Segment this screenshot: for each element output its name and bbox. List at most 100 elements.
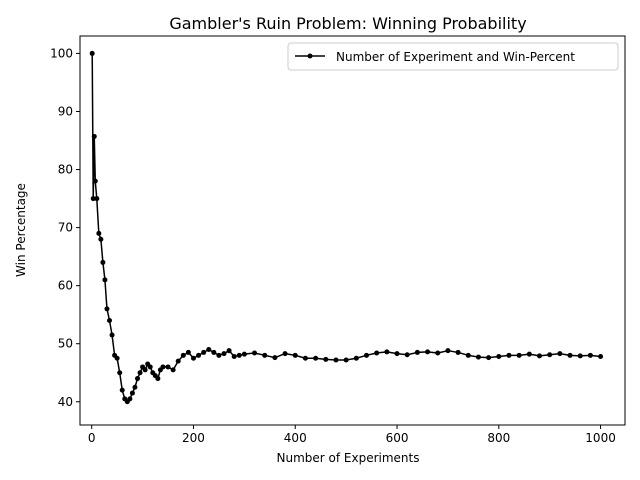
data-point [465,352,471,358]
data-point [107,317,113,323]
data-point [384,349,390,355]
data-point [180,352,186,358]
legend-label: Number of Experiment and Win-Percent [336,50,575,64]
data-point [91,133,97,139]
data-point [455,349,461,355]
data-point [132,384,138,390]
plot-area [89,50,604,405]
data-point [252,350,258,356]
data-point [114,355,120,361]
axes-frame [79,35,626,426]
data-point [98,236,104,242]
data-point [496,353,502,359]
data-point [353,355,359,361]
data-point [175,358,181,364]
y-axis-label: Win Percentage [14,183,28,277]
data-point [313,355,319,361]
data-point [185,349,191,355]
data-point [445,348,451,354]
data-point [435,350,441,356]
legend-box [287,42,619,71]
data-point [272,355,278,361]
data-point [282,351,288,357]
y-axis-ticks: 40 50 60 70 80 90 100 [50,46,80,409]
data-point [587,352,593,358]
data-point [567,352,573,358]
legend: Number of Experiment and Win-Percent [287,42,619,71]
data-point [90,196,96,202]
x-tick-label: 400 [284,431,307,445]
data-point [155,376,161,382]
data-point [475,354,481,360]
y-tick-label: 40 [58,395,73,409]
data-point [190,355,196,361]
data-point [557,351,563,357]
data-point [343,357,349,363]
x-axis-label: Number of Experiments [277,451,420,465]
data-point [206,347,212,353]
y-tick-label: 60 [58,279,73,293]
data-point [302,355,308,361]
data-point [414,349,420,355]
data-point [211,349,217,355]
data-point [147,364,153,370]
data-point [374,350,380,356]
data-point [323,356,329,362]
data-point [92,178,98,184]
data-point [137,370,143,376]
data-point [196,352,202,358]
y-tick-label: 50 [58,337,73,351]
y-tick-label: 100 [50,46,73,60]
data-point [221,351,227,357]
x-axis-ticks: 0 200 400 600 800 1000 [88,425,616,445]
y-tick-label: 70 [58,221,73,235]
data-point [333,357,339,363]
data-point [109,332,115,338]
data-point [96,230,102,236]
data-point [100,259,106,265]
data-point [216,352,222,358]
data-point [127,396,133,402]
chart-title: Gambler's Ruin Problem: Winning Probabil… [169,14,526,33]
data-point [241,351,247,357]
data-point [425,349,431,355]
x-tick-label: 0 [88,431,96,445]
legend-marker-sample [307,53,313,59]
data-point [117,370,123,376]
data-point [89,50,95,56]
data-point [236,352,242,358]
data-point [598,353,604,359]
data-point [537,353,543,359]
data-point [102,277,108,283]
data-point [160,364,166,370]
data-point [226,348,232,354]
data-point [486,355,492,361]
data-point [201,349,207,355]
data-point [292,352,298,358]
y-tick-label: 90 [58,104,73,118]
data-point [231,353,237,359]
data-point [394,351,400,357]
data-point [170,367,176,373]
data-point [363,352,369,358]
data-point [104,306,110,312]
y-tick-label: 80 [58,163,73,177]
data-point [129,390,135,396]
x-tick-label: 200 [182,431,205,445]
data-point [506,352,512,358]
data-point [165,364,171,370]
x-tick-label: 1000 [585,431,616,445]
data-point [119,387,125,393]
data-point [526,351,532,357]
data-point [135,376,140,382]
data-point [94,196,100,202]
x-tick-label: 800 [487,431,510,445]
data-point [404,352,410,358]
data-point [547,352,553,358]
data-point [262,352,268,358]
data-point [142,367,148,373]
data-point [516,352,522,358]
data-point [577,353,583,359]
